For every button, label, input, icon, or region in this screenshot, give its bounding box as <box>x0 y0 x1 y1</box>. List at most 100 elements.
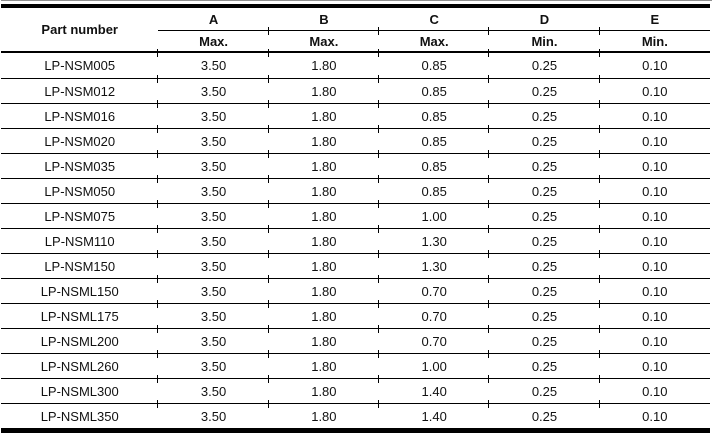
part-number-cell: LP-NSM075 <box>1 203 159 228</box>
value-cell-a: 3.50 <box>157 275 269 303</box>
column-limit-d: Min. <box>488 27 600 53</box>
value-cell-a: 3.50 <box>157 375 269 403</box>
value-cell-a: 3.50 <box>157 175 269 203</box>
table-row: LP-NSM005 3.50 1.80 0.85 0.25 0.10 <box>1 49 710 78</box>
part-number-cell: LP-NSML150 <box>1 278 159 303</box>
value-cell-c: 0.85 <box>378 100 490 128</box>
value-cell-c: 1.00 <box>378 350 490 378</box>
part-number-cell: LP-NSM035 <box>1 153 159 178</box>
value-cell-d: 0.25 <box>488 150 600 178</box>
header-row-letters: Part number A B C D E <box>1 8 710 53</box>
value-cell-e: 0.10 <box>598 49 710 78</box>
value-cell-b: 1.80 <box>267 250 380 278</box>
part-number-cell: LP-NSM150 <box>1 253 159 278</box>
value-cell-e: 0.10 <box>598 350 710 378</box>
value-cell-a: 3.50 <box>157 100 269 128</box>
value-cell-c: 1.40 <box>378 400 490 428</box>
value-cell-c: 0.85 <box>378 75 490 103</box>
value-cell-c: 0.85 <box>378 125 490 153</box>
value-cell-e: 0.10 <box>598 300 710 328</box>
part-number-cell: LP-NSML260 <box>1 353 159 378</box>
value-cell-c: 1.00 <box>378 200 490 228</box>
value-cell-c: 0.70 <box>378 325 490 353</box>
value-cell-b: 1.80 <box>267 300 380 328</box>
value-cell-e: 0.10 <box>598 250 710 278</box>
value-cell-b: 1.80 <box>267 350 380 378</box>
value-cell-e: 0.10 <box>598 125 710 153</box>
value-cell-a: 3.50 <box>157 49 268 78</box>
column-header-e: E <box>599 8 710 31</box>
value-cell-c: 0.85 <box>378 150 490 178</box>
value-cell-b: 1.80 <box>267 200 380 228</box>
value-cell-e: 0.10 <box>598 100 710 128</box>
table-row: LP-NSML200 3.50 1.80 0.70 0.25 0.10 <box>1 325 710 353</box>
table-row: LP-NSML150 3.50 1.80 0.70 0.25 0.10 <box>1 275 710 303</box>
column-limit-b: Max. <box>267 27 380 53</box>
value-cell-d: 0.25 <box>488 175 600 203</box>
column-header-a: A <box>158 8 269 31</box>
value-cell-b: 1.80 <box>267 225 380 253</box>
part-number-cell: LP-NSM050 <box>1 178 159 203</box>
column-limit-e: Min. <box>598 27 710 53</box>
table-row: LP-NSM012 3.50 1.80 0.85 0.25 0.10 <box>1 75 710 103</box>
value-cell-d: 0.25 <box>488 49 599 78</box>
value-cell-b: 1.80 <box>267 49 379 78</box>
value-cell-e: 0.10 <box>598 75 710 103</box>
table-row: LP-NSM050 3.50 1.80 0.85 0.25 0.10 <box>1 175 710 203</box>
value-cell-e: 0.10 <box>598 325 710 353</box>
value-cell-e: 0.10 <box>598 200 710 228</box>
value-cell-a: 3.50 <box>157 150 269 178</box>
table-row: LP-NSM110 3.50 1.80 1.30 0.25 0.10 <box>1 225 710 253</box>
part-number-cell: LP-NSML175 <box>1 303 159 328</box>
part-number-cell: LP-NSM005 <box>44 58 116 73</box>
value-cell-e: 0.10 <box>598 225 710 253</box>
part-number-cell: LP-NSM012 <box>1 78 159 103</box>
part-number-cell: LP-NSML300 <box>1 378 159 403</box>
value-cell-c: 0.85 <box>378 175 490 203</box>
value-cell-b: 1.80 <box>267 325 380 353</box>
value-cell-a: 3.50 <box>157 225 269 253</box>
value-cell-a: 3.50 <box>157 75 269 103</box>
value-cell-d: 0.25 <box>488 75 600 103</box>
table-row: LP-NSM020 3.50 1.80 0.85 0.25 0.10 <box>1 125 710 153</box>
value-cell-b: 1.80 <box>267 125 380 153</box>
value-cell-a: 3.50 <box>157 400 269 428</box>
value-cell-c: 0.70 <box>378 275 490 303</box>
value-cell-c: 1.40 <box>378 375 490 403</box>
value-cell-d: 0.25 <box>488 125 600 153</box>
value-cell-e: 0.10 <box>598 175 710 203</box>
table-row: LP-NSM075 3.50 1.80 1.00 0.25 0.10 <box>1 200 710 228</box>
value-cell-a: 3.50 <box>157 250 269 278</box>
value-cell-d: 0.25 <box>488 275 600 303</box>
column-header-b: B <box>268 8 380 31</box>
part-number-header: Part number <box>1 8 159 53</box>
header-row-limits: Max. Max. Max. Min. Min. <box>1 27 710 53</box>
value-cell-d: 0.25 <box>488 325 600 353</box>
value-cell-c: 0.70 <box>378 300 490 328</box>
table-row: LP-NSM016 3.50 1.80 0.85 0.25 0.10 <box>1 100 710 128</box>
value-cell-a: 3.50 <box>157 350 269 378</box>
table-row: LP-NSML260 3.50 1.80 1.00 0.25 0.10 <box>1 350 710 378</box>
value-cell-b: 1.80 <box>267 375 380 403</box>
value-cell-a: 3.50 <box>157 125 269 153</box>
value-cell-c: 0.85 <box>378 49 489 78</box>
value-cell-e: 0.10 <box>598 375 710 403</box>
value-cell-e: 0.10 <box>598 400 710 428</box>
part-number-cell: LP-NSML350 <box>1 403 159 428</box>
table-row: LP-NSML350 3.50 1.80 1.40 0.25 0.10 <box>1 400 710 428</box>
value-cell-d: 0.25 <box>488 100 600 128</box>
part-number-cell: LP-NSM110 <box>1 228 159 253</box>
column-limit-c: Max. <box>378 27 490 53</box>
value-cell-d: 0.25 <box>488 400 600 428</box>
value-cell-d: 0.25 <box>488 200 600 228</box>
value-cell-a: 3.50 <box>157 200 269 228</box>
value-cell-c: 1.30 <box>378 225 490 253</box>
value-cell-d: 0.25 <box>488 350 600 378</box>
column-limit-a: Max. <box>158 31 269 53</box>
value-cell-b: 1.80 <box>267 75 380 103</box>
column-header-c: C <box>379 8 490 31</box>
part-number-cell: LP-NSM020 <box>1 128 159 153</box>
value-cell-b: 1.80 <box>267 400 380 428</box>
dimensions-table: Part number A B C D E Max. Max. Max. Min… <box>1 4 710 433</box>
